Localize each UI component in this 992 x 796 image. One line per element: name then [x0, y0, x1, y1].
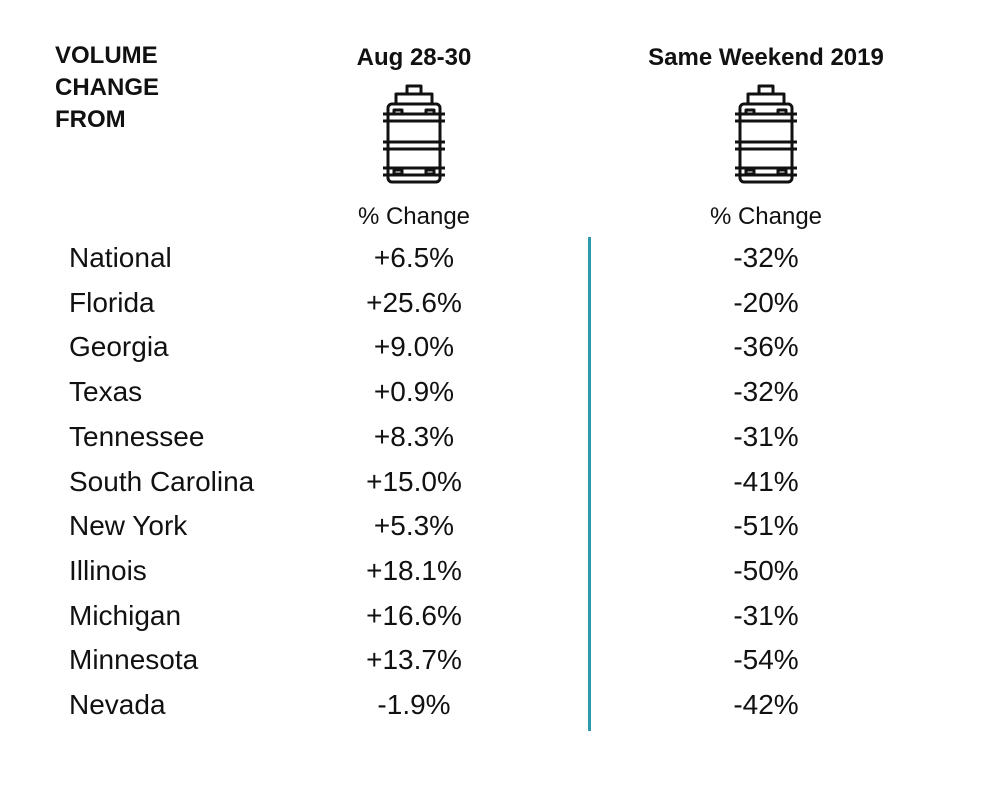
value-cell-aug: -1.9%	[377, 689, 451, 720]
column-subheader-2019: % Change	[709, 203, 823, 230]
column-header-2019: Same Weekend 2019	[648, 44, 884, 71]
row-label: Tennessee	[69, 421, 205, 452]
row-label: Florida	[69, 287, 155, 318]
value-cell-aug: +6.5%	[373, 242, 455, 273]
value-cell-2019: -32%	[733, 376, 799, 407]
value-cell-aug: +0.9%	[373, 376, 455, 407]
value-cell-2019: -36%	[733, 331, 799, 362]
row-label: New York	[69, 510, 188, 541]
row-label: Texas	[69, 376, 143, 407]
corner-label-line-3: FROM	[55, 106, 126, 133]
value-cell-2019: -51%	[733, 510, 799, 541]
value-cell-2019: -20%	[733, 287, 799, 318]
column-divider	[588, 237, 591, 731]
row-label: Minnesota	[69, 644, 199, 675]
keg-icon	[383, 84, 445, 184]
value-cell-2019: -32%	[733, 242, 799, 273]
column-header-aug: Aug 28-30	[356, 44, 472, 71]
value-cell-aug: +8.3%	[373, 421, 455, 452]
value-cell-aug: +16.6%	[366, 600, 462, 631]
value-cell-aug: +25.6%	[366, 287, 462, 318]
value-cell-aug: +9.0%	[373, 331, 455, 362]
row-label: National	[69, 242, 172, 273]
row-label: Illinois	[69, 555, 147, 586]
value-cell-2019: -42%	[733, 689, 799, 720]
value-cell-aug: +18.1%	[366, 555, 462, 586]
value-cell-2019: -41%	[733, 466, 799, 497]
value-cell-2019: -50%	[733, 555, 799, 586]
value-cell-2019: -31%	[733, 600, 799, 631]
row-label: Nevada	[69, 689, 166, 720]
row-label: Michigan	[69, 600, 182, 631]
keg-icon	[735, 84, 797, 184]
column-subheader-aug: % Change	[357, 203, 471, 230]
value-cell-aug: +13.7%	[366, 644, 462, 675]
corner-label-line-2: CHANGE	[55, 74, 160, 101]
corner-label-line-1: VOLUME	[55, 42, 158, 69]
value-cell-2019: -54%	[733, 644, 799, 675]
row-label: South Carolina	[69, 466, 255, 497]
value-cell-2019: -31%	[733, 421, 799, 452]
value-cell-aug: +15.0%	[366, 466, 462, 497]
row-label: Georgia	[69, 331, 169, 362]
value-cell-aug: +5.3%	[373, 510, 455, 541]
